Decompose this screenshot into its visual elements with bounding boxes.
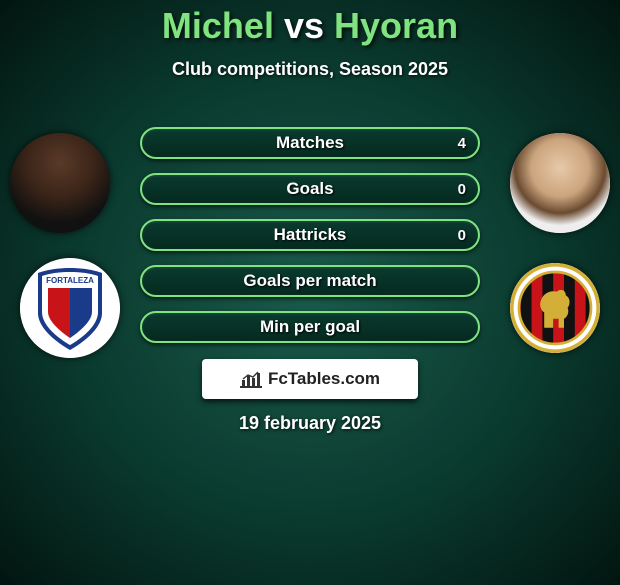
svg-text:FORTALEZA: FORTALEZA — [46, 276, 94, 285]
vs-text: vs — [284, 5, 324, 46]
stat-label: Goals per match — [142, 267, 478, 295]
date-text: 19 february 2025 — [0, 413, 620, 434]
comparison-title: Michel vs Hyoran — [0, 5, 620, 47]
stats-bars: Matches 4 Goals 0 Hattricks 0 Goals per … — [140, 127, 480, 357]
stat-label: Min per goal — [142, 313, 478, 341]
stat-bar-matches: Matches 4 — [140, 127, 480, 159]
stat-label: Hattricks — [142, 221, 478, 249]
player2-name: Hyoran — [334, 5, 458, 46]
stat-bar-goals-per-match: Goals per match — [140, 265, 480, 297]
club2-logo — [510, 263, 600, 353]
player2-photo-placeholder — [510, 133, 610, 233]
stat-bar-hattricks: Hattricks 0 — [140, 219, 480, 251]
stat-right-val: 4 — [458, 129, 466, 157]
stat-right-val: 0 — [458, 221, 466, 249]
stat-right-val: 0 — [458, 175, 466, 203]
subtitle: Club competitions, Season 2025 — [0, 59, 620, 80]
stat-label: Goals — [142, 175, 478, 203]
player2-avatar — [510, 133, 610, 233]
club1-logo: FORTALEZA — [20, 258, 120, 358]
player1-photo-placeholder — [10, 133, 110, 233]
player1-name: Michel — [162, 5, 274, 46]
stat-bar-min-per-goal: Min per goal — [140, 311, 480, 343]
stat-label: Matches — [142, 129, 478, 157]
player1-avatar — [10, 133, 110, 233]
brand-text: FcTables.com — [268, 369, 380, 389]
fortaleza-crest: FORTALEZA — [20, 258, 120, 358]
stat-bar-goals: Goals 0 — [140, 173, 480, 205]
sport-recife-crest — [510, 263, 600, 353]
brand-box: FcTables.com — [202, 359, 418, 399]
chart-icon — [240, 370, 262, 388]
